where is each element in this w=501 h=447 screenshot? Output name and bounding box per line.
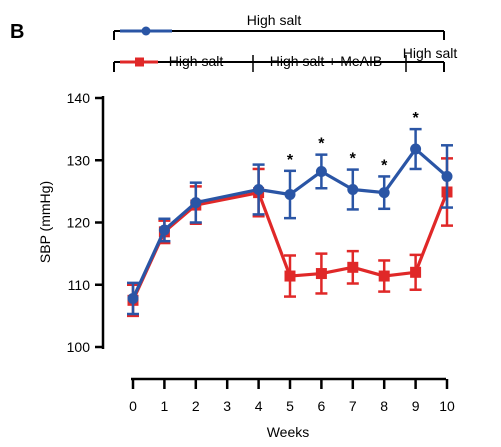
x-tick-label: 4: [255, 398, 263, 414]
legend: High salt High salt High salt + MeAIB Hi…: [113, 12, 458, 72]
data-point: [410, 143, 422, 155]
data-point: [441, 170, 453, 182]
x-tick-label: 6: [318, 398, 326, 414]
data-point: [378, 270, 390, 282]
data-point: [190, 197, 202, 209]
x-tick-label: 10: [439, 398, 455, 414]
y-tick-label: 120: [67, 215, 91, 231]
legend-blue-marker: [120, 26, 172, 36]
x-tick-label: 3: [223, 398, 231, 414]
x-tick-label: 7: [349, 398, 357, 414]
data-point: [284, 188, 296, 200]
data-point: [127, 292, 139, 304]
x-tick-label: 0: [129, 398, 137, 414]
x-axis-label: Weeks: [267, 424, 310, 440]
series-line: [131, 147, 449, 300]
data-point: [284, 270, 296, 282]
significance-markers: * * * * *: [287, 110, 420, 174]
legend-red-label-1: High salt: [169, 53, 224, 69]
legend-red-label-3: High salt: [403, 45, 458, 61]
legend-red-label-2: High salt + MeAIB: [270, 53, 382, 69]
significance-star: *: [381, 157, 388, 174]
data-point: [315, 268, 327, 280]
x-tick-label: 9: [412, 398, 420, 414]
data-point: [347, 184, 359, 196]
significance-star: *: [350, 151, 357, 168]
x-tick-label: 1: [161, 398, 169, 414]
legend-red-bracket: [113, 55, 445, 72]
x-axis: 0 1 2 3 4 5 6 7 8 9 10: [129, 377, 455, 414]
significance-star: *: [318, 136, 325, 153]
significance-star: *: [287, 152, 294, 169]
y-axis: 100 110 120 130 140: [67, 90, 105, 355]
y-tick-label: 140: [67, 90, 91, 106]
y-axis-label: SBP (mmHg): [37, 181, 53, 263]
legend-blue-label: High salt: [247, 12, 302, 28]
data-point: [347, 261, 359, 273]
data-point: [378, 187, 390, 199]
x-tick-label: 2: [192, 398, 200, 414]
significance-star: *: [412, 110, 419, 127]
y-tick-label: 130: [67, 152, 91, 168]
data-point: [410, 266, 422, 278]
y-tick-label: 100: [67, 339, 91, 355]
x-tick-label: 5: [286, 398, 294, 414]
legend-red-marker: [120, 57, 158, 67]
plot-area: [127, 127, 453, 318]
series-blue: [127, 127, 453, 316]
data-point: [315, 165, 327, 177]
panel-label: B: [10, 21, 24, 43]
data-point: [253, 184, 265, 196]
data-point: [158, 224, 170, 236]
y-tick-label: 110: [68, 277, 91, 293]
series-line: [131, 191, 449, 301]
x-tick-label: 8: [380, 398, 388, 414]
